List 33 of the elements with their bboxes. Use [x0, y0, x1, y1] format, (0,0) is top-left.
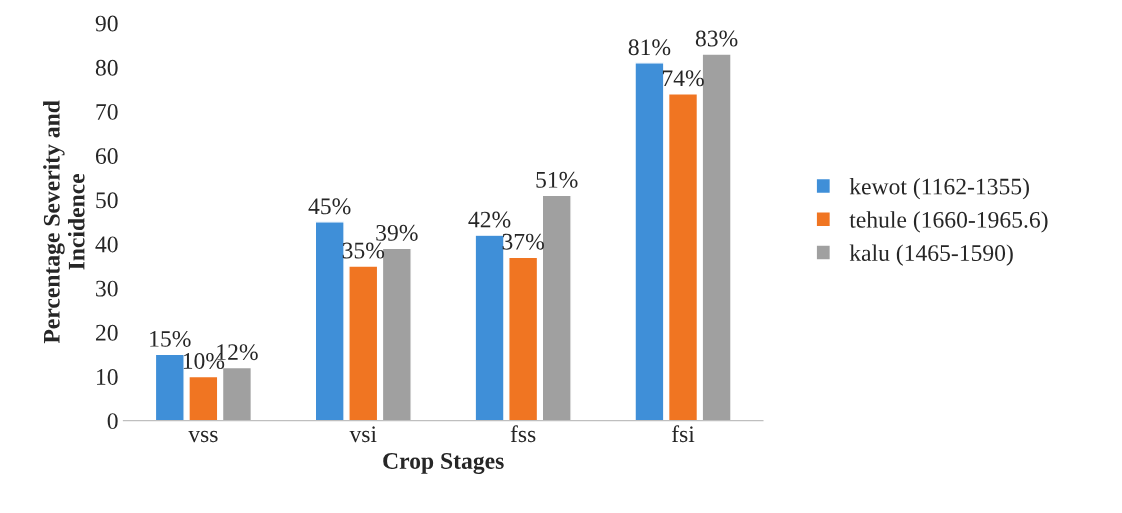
- y-tick-label: 40: [95, 236, 118, 253]
- y-tick-label: 50: [96, 192, 118, 209]
- bar: [188, 375, 219, 421]
- legend-label: kewot (1162-1355): [849, 177, 1029, 200]
- y-tick-label: 70: [96, 103, 118, 120]
- bar: [154, 353, 185, 421]
- x-tick-label: vsi: [349, 426, 377, 443]
- data-label: 51%: [536, 171, 578, 188]
- data-label: 45%: [308, 198, 351, 215]
- bar: [667, 93, 699, 421]
- bar: [508, 256, 539, 421]
- legend-label: tehule (1660-1965.6): [849, 211, 1048, 233]
- y-axis-title: Percentage Severity and Incidence: [43, 100, 85, 344]
- x-tick-label: vss: [188, 430, 218, 443]
- y-tick-label: 60: [95, 148, 118, 165]
- legend-label: kalu (1465-1590): [849, 244, 1013, 266]
- data-label: 42%: [468, 211, 511, 228]
- y-tick-label: 0: [107, 413, 118, 430]
- data-label: 74%: [662, 70, 704, 87]
- y-tick-label: 10: [97, 368, 118, 385]
- data-label: 83%: [695, 30, 738, 47]
- y-tick-label: 90: [95, 15, 118, 32]
- x-tick-label: fsi: [671, 425, 695, 443]
- y-tick-label: 30: [96, 280, 118, 297]
- bar: [348, 265, 379, 421]
- data-label: 39%: [376, 224, 418, 241]
- x-tick-label: fss: [510, 425, 536, 443]
- data-label: 81%: [628, 39, 671, 56]
- data-label: 15%: [150, 330, 191, 347]
- bar: [634, 62, 665, 421]
- x-axis-title: Crop Stages: [383, 453, 504, 474]
- y-tick-label: 80: [95, 59, 118, 76]
- y-tick-label: 20: [95, 324, 118, 341]
